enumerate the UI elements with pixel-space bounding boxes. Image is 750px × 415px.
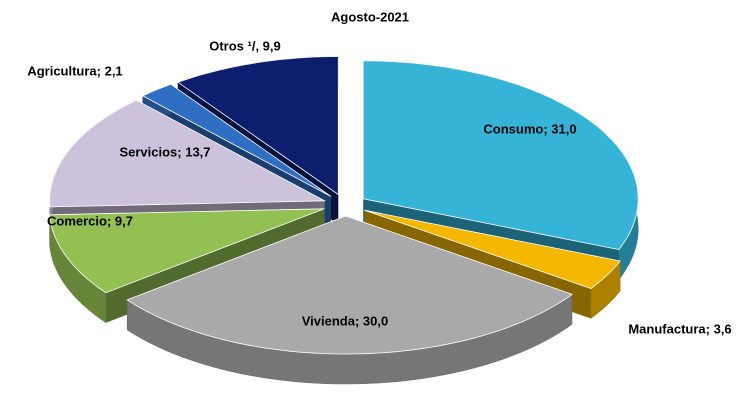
data-label: Otros ¹/, 9,9	[209, 38, 281, 53]
data-label: Manufactura; 3,6	[628, 321, 731, 336]
slice	[126, 215, 573, 385]
data-label: Servicios; 13,7	[119, 144, 210, 159]
slice-top	[364, 209, 621, 289]
slice-top	[141, 83, 332, 197]
slice-top	[177, 56, 339, 196]
data-label: Comercio; 9,7	[47, 213, 133, 228]
slice-top	[362, 60, 639, 251]
data-label: Vivienda; 30,0	[302, 313, 388, 328]
slice-top	[126, 215, 573, 355]
slice-top	[49, 208, 325, 294]
data-label: Consumo; 31,0	[483, 121, 576, 136]
slice-top	[49, 99, 327, 208]
data-label: Agricultura; 2,1	[27, 63, 122, 78]
chart-title: Agosto-2021	[331, 9, 409, 24]
